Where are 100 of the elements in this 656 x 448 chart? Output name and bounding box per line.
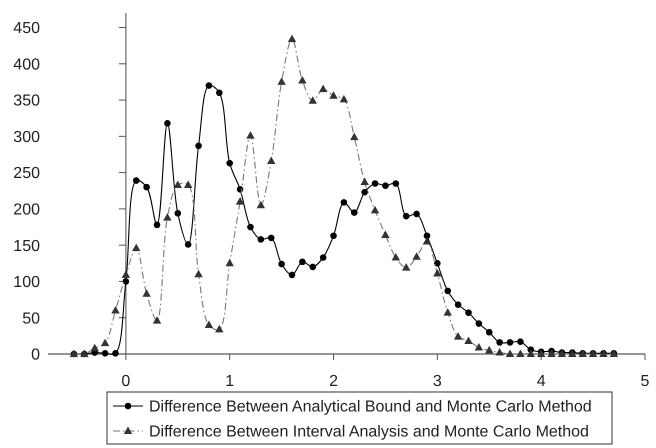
point bbox=[330, 232, 337, 240]
y-tick-label: 50 bbox=[22, 310, 40, 328]
point bbox=[299, 258, 306, 266]
point bbox=[194, 270, 203, 278]
point bbox=[424, 232, 430, 240]
point bbox=[496, 339, 503, 346]
point bbox=[195, 142, 202, 150]
y-tick-label: 150 bbox=[13, 238, 40, 255]
point bbox=[340, 199, 348, 206]
point bbox=[422, 237, 432, 245]
point bbox=[184, 241, 192, 248]
point bbox=[143, 184, 150, 190]
point bbox=[465, 309, 472, 316]
x-tick-label: 5 bbox=[640, 373, 650, 390]
x-tick-label: 2 bbox=[329, 373, 338, 390]
y-tick-label: 250 bbox=[13, 165, 40, 182]
point bbox=[267, 156, 276, 164]
point bbox=[258, 236, 264, 243]
point bbox=[434, 260, 441, 267]
point bbox=[102, 350, 108, 357]
point bbox=[268, 234, 275, 242]
point bbox=[298, 76, 307, 84]
point bbox=[392, 253, 400, 261]
point bbox=[204, 320, 214, 328]
point bbox=[278, 260, 285, 268]
point bbox=[90, 344, 99, 352]
x-tick-label: 4 bbox=[536, 373, 546, 390]
point bbox=[495, 348, 504, 356]
point bbox=[216, 90, 223, 96]
legend-label: Difference Between Analytical Bound and Monte Carlo Method bbox=[149, 398, 592, 416]
point bbox=[318, 84, 328, 92]
point bbox=[122, 278, 130, 285]
point bbox=[506, 339, 514, 346]
point bbox=[329, 91, 338, 99]
point bbox=[361, 188, 368, 196]
point bbox=[142, 289, 151, 297]
point bbox=[320, 254, 326, 261]
point bbox=[340, 94, 348, 102]
x-tick-label: 1 bbox=[225, 373, 234, 390]
x-tick-label: 3 bbox=[432, 373, 442, 390]
point bbox=[506, 350, 514, 357]
point bbox=[516, 350, 525, 357]
point bbox=[547, 350, 556, 357]
point bbox=[370, 206, 380, 214]
point bbox=[184, 180, 192, 188]
point bbox=[454, 301, 462, 308]
point bbox=[360, 178, 369, 186]
point bbox=[225, 258, 234, 266]
point bbox=[112, 350, 119, 357]
point bbox=[111, 306, 120, 314]
point bbox=[433, 268, 442, 276]
point bbox=[236, 197, 244, 205]
point bbox=[154, 222, 160, 228]
y-tick-label: 400 bbox=[13, 56, 40, 74]
point bbox=[256, 200, 266, 208]
point bbox=[100, 338, 110, 346]
point bbox=[206, 82, 212, 89]
point bbox=[132, 177, 140, 184]
y-tick-label: 450 bbox=[13, 20, 40, 38]
point bbox=[308, 96, 317, 104]
point bbox=[246, 131, 255, 139]
point bbox=[392, 180, 400, 187]
y-tick-label: 200 bbox=[13, 201, 40, 218]
point bbox=[474, 342, 484, 350]
point bbox=[526, 350, 535, 357]
point bbox=[413, 210, 420, 218]
point bbox=[444, 308, 452, 316]
point bbox=[174, 180, 182, 188]
y-tick-label: 350 bbox=[13, 92, 40, 110]
point bbox=[454, 332, 462, 340]
point bbox=[247, 224, 254, 230]
point bbox=[485, 346, 494, 354]
point bbox=[132, 244, 140, 252]
point bbox=[164, 120, 171, 127]
legend-label: Difference Between Interval Analysis and Monte Carlo Method bbox=[149, 424, 589, 441]
y-tick-label: 300 bbox=[13, 128, 40, 146]
point bbox=[350, 209, 358, 216]
point bbox=[288, 272, 296, 278]
point bbox=[174, 210, 182, 217]
point bbox=[309, 264, 316, 270]
point bbox=[464, 336, 473, 344]
point bbox=[517, 338, 524, 345]
point bbox=[476, 320, 482, 327]
x-tick-label: 0 bbox=[121, 373, 130, 390]
point bbox=[277, 77, 286, 85]
point bbox=[381, 230, 390, 238]
point bbox=[412, 252, 421, 260]
point bbox=[486, 328, 493, 336]
point bbox=[444, 288, 452, 294]
point bbox=[288, 34, 296, 42]
y-tick-label: 0 bbox=[31, 346, 40, 364]
point bbox=[163, 213, 172, 221]
point bbox=[372, 180, 378, 187]
point bbox=[122, 270, 130, 278]
point bbox=[350, 132, 358, 140]
y-tick-label: 100 bbox=[13, 274, 40, 292]
point bbox=[152, 316, 162, 324]
point bbox=[215, 324, 224, 332]
point bbox=[382, 182, 389, 189]
point bbox=[226, 160, 233, 166]
